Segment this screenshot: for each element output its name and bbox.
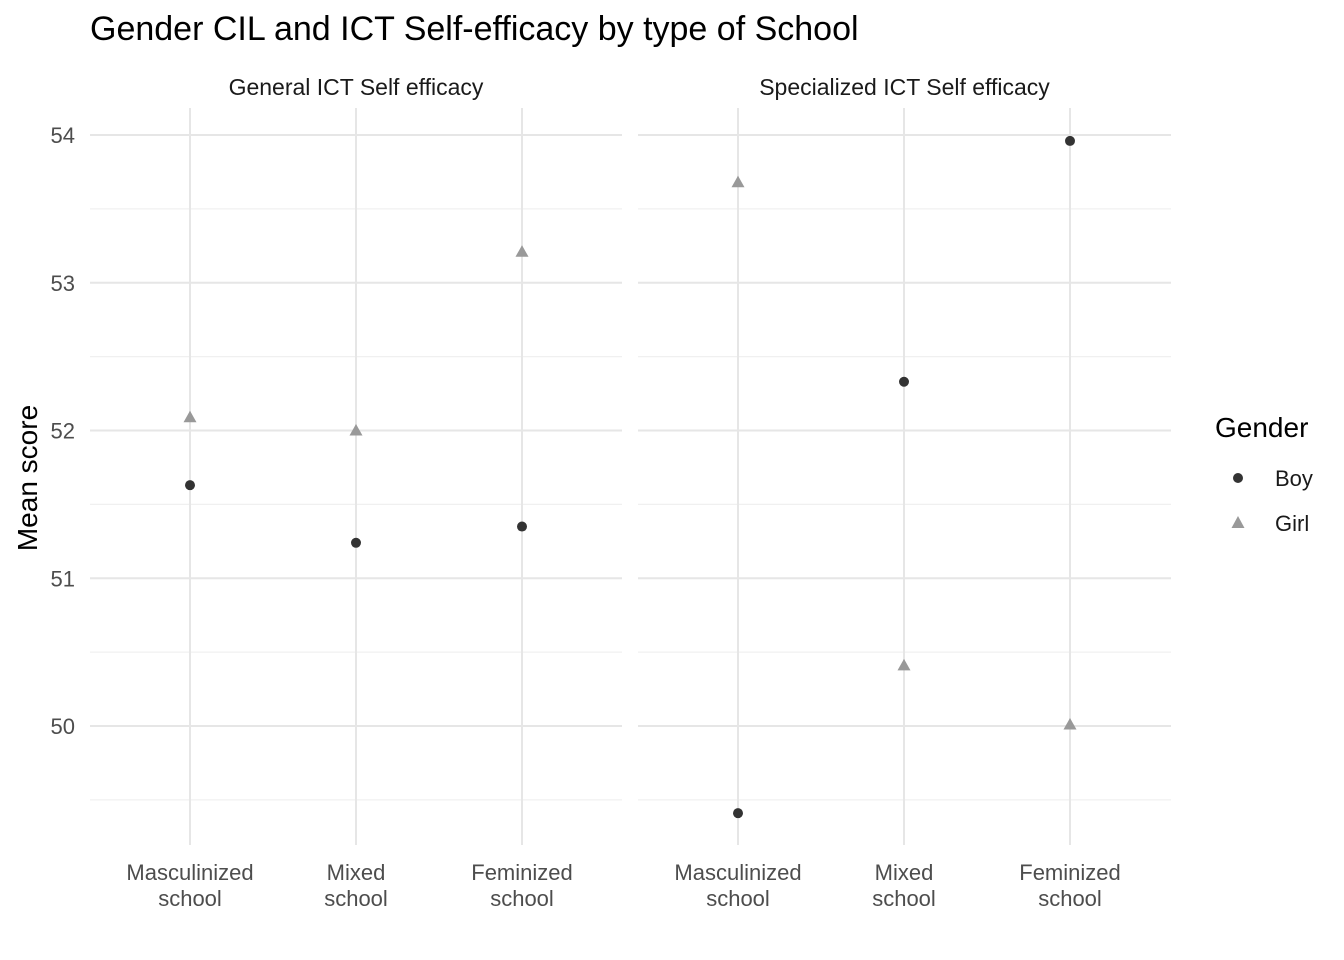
x-tick-label: Mixed school xyxy=(324,860,388,911)
y-tick-label: 50 xyxy=(51,714,75,739)
x-tick-label: Mixed school xyxy=(872,860,936,911)
chart-title: Gender CIL and ICT Self-efficacy by type… xyxy=(90,10,859,48)
y-tick-label: 51 xyxy=(51,566,75,591)
legend-label: Girl xyxy=(1275,511,1309,536)
panel-strips: General ICT Self efficacy Specialized ICT… xyxy=(229,74,1051,100)
point-girl xyxy=(1063,718,1077,730)
legend-item-girl: Girl xyxy=(1231,511,1309,536)
x-tick-label: Masculinized school xyxy=(126,860,253,911)
panel-strip-label: Specialized ICT Self efficacy xyxy=(759,74,1050,100)
legend-key-boy xyxy=(1233,473,1243,483)
legend-title: Gender xyxy=(1215,412,1308,443)
legend: Gender Boy Girl xyxy=(1215,412,1313,536)
point-boy xyxy=(351,537,361,548)
x-axis-ticks: Masculinized school Mixed school Feminized sc… xyxy=(126,860,1120,911)
x-tick-label: Feminized school xyxy=(1019,860,1120,911)
point-girl xyxy=(731,175,745,188)
point-boy xyxy=(1065,135,1075,146)
point-girl xyxy=(897,658,911,671)
point-girl xyxy=(183,410,197,423)
y-axis-title: Mean score xyxy=(12,405,43,551)
legend-key-girl xyxy=(1231,516,1245,528)
y-tick-label: 53 xyxy=(51,271,75,296)
data-points xyxy=(183,135,1077,819)
point-boy xyxy=(733,808,743,819)
point-boy xyxy=(185,480,195,491)
x-tick-label: Feminized school xyxy=(471,860,572,911)
panel-strip-label: General ICT Self efficacy xyxy=(229,74,484,100)
point-boy xyxy=(517,521,527,532)
point-girl xyxy=(515,245,529,257)
point-boy xyxy=(899,376,909,387)
legend-label: Boy xyxy=(1275,466,1313,491)
point-girl xyxy=(349,424,363,436)
legend-item-boy: Boy xyxy=(1233,466,1313,491)
y-tick-label: 54 xyxy=(51,123,75,148)
y-tick-label: 52 xyxy=(51,419,75,444)
x-tick-label: Masculinized school xyxy=(674,860,801,911)
y-axis-ticks: 50 51 52 53 54 xyxy=(51,123,75,739)
grid-layer xyxy=(90,108,1171,845)
